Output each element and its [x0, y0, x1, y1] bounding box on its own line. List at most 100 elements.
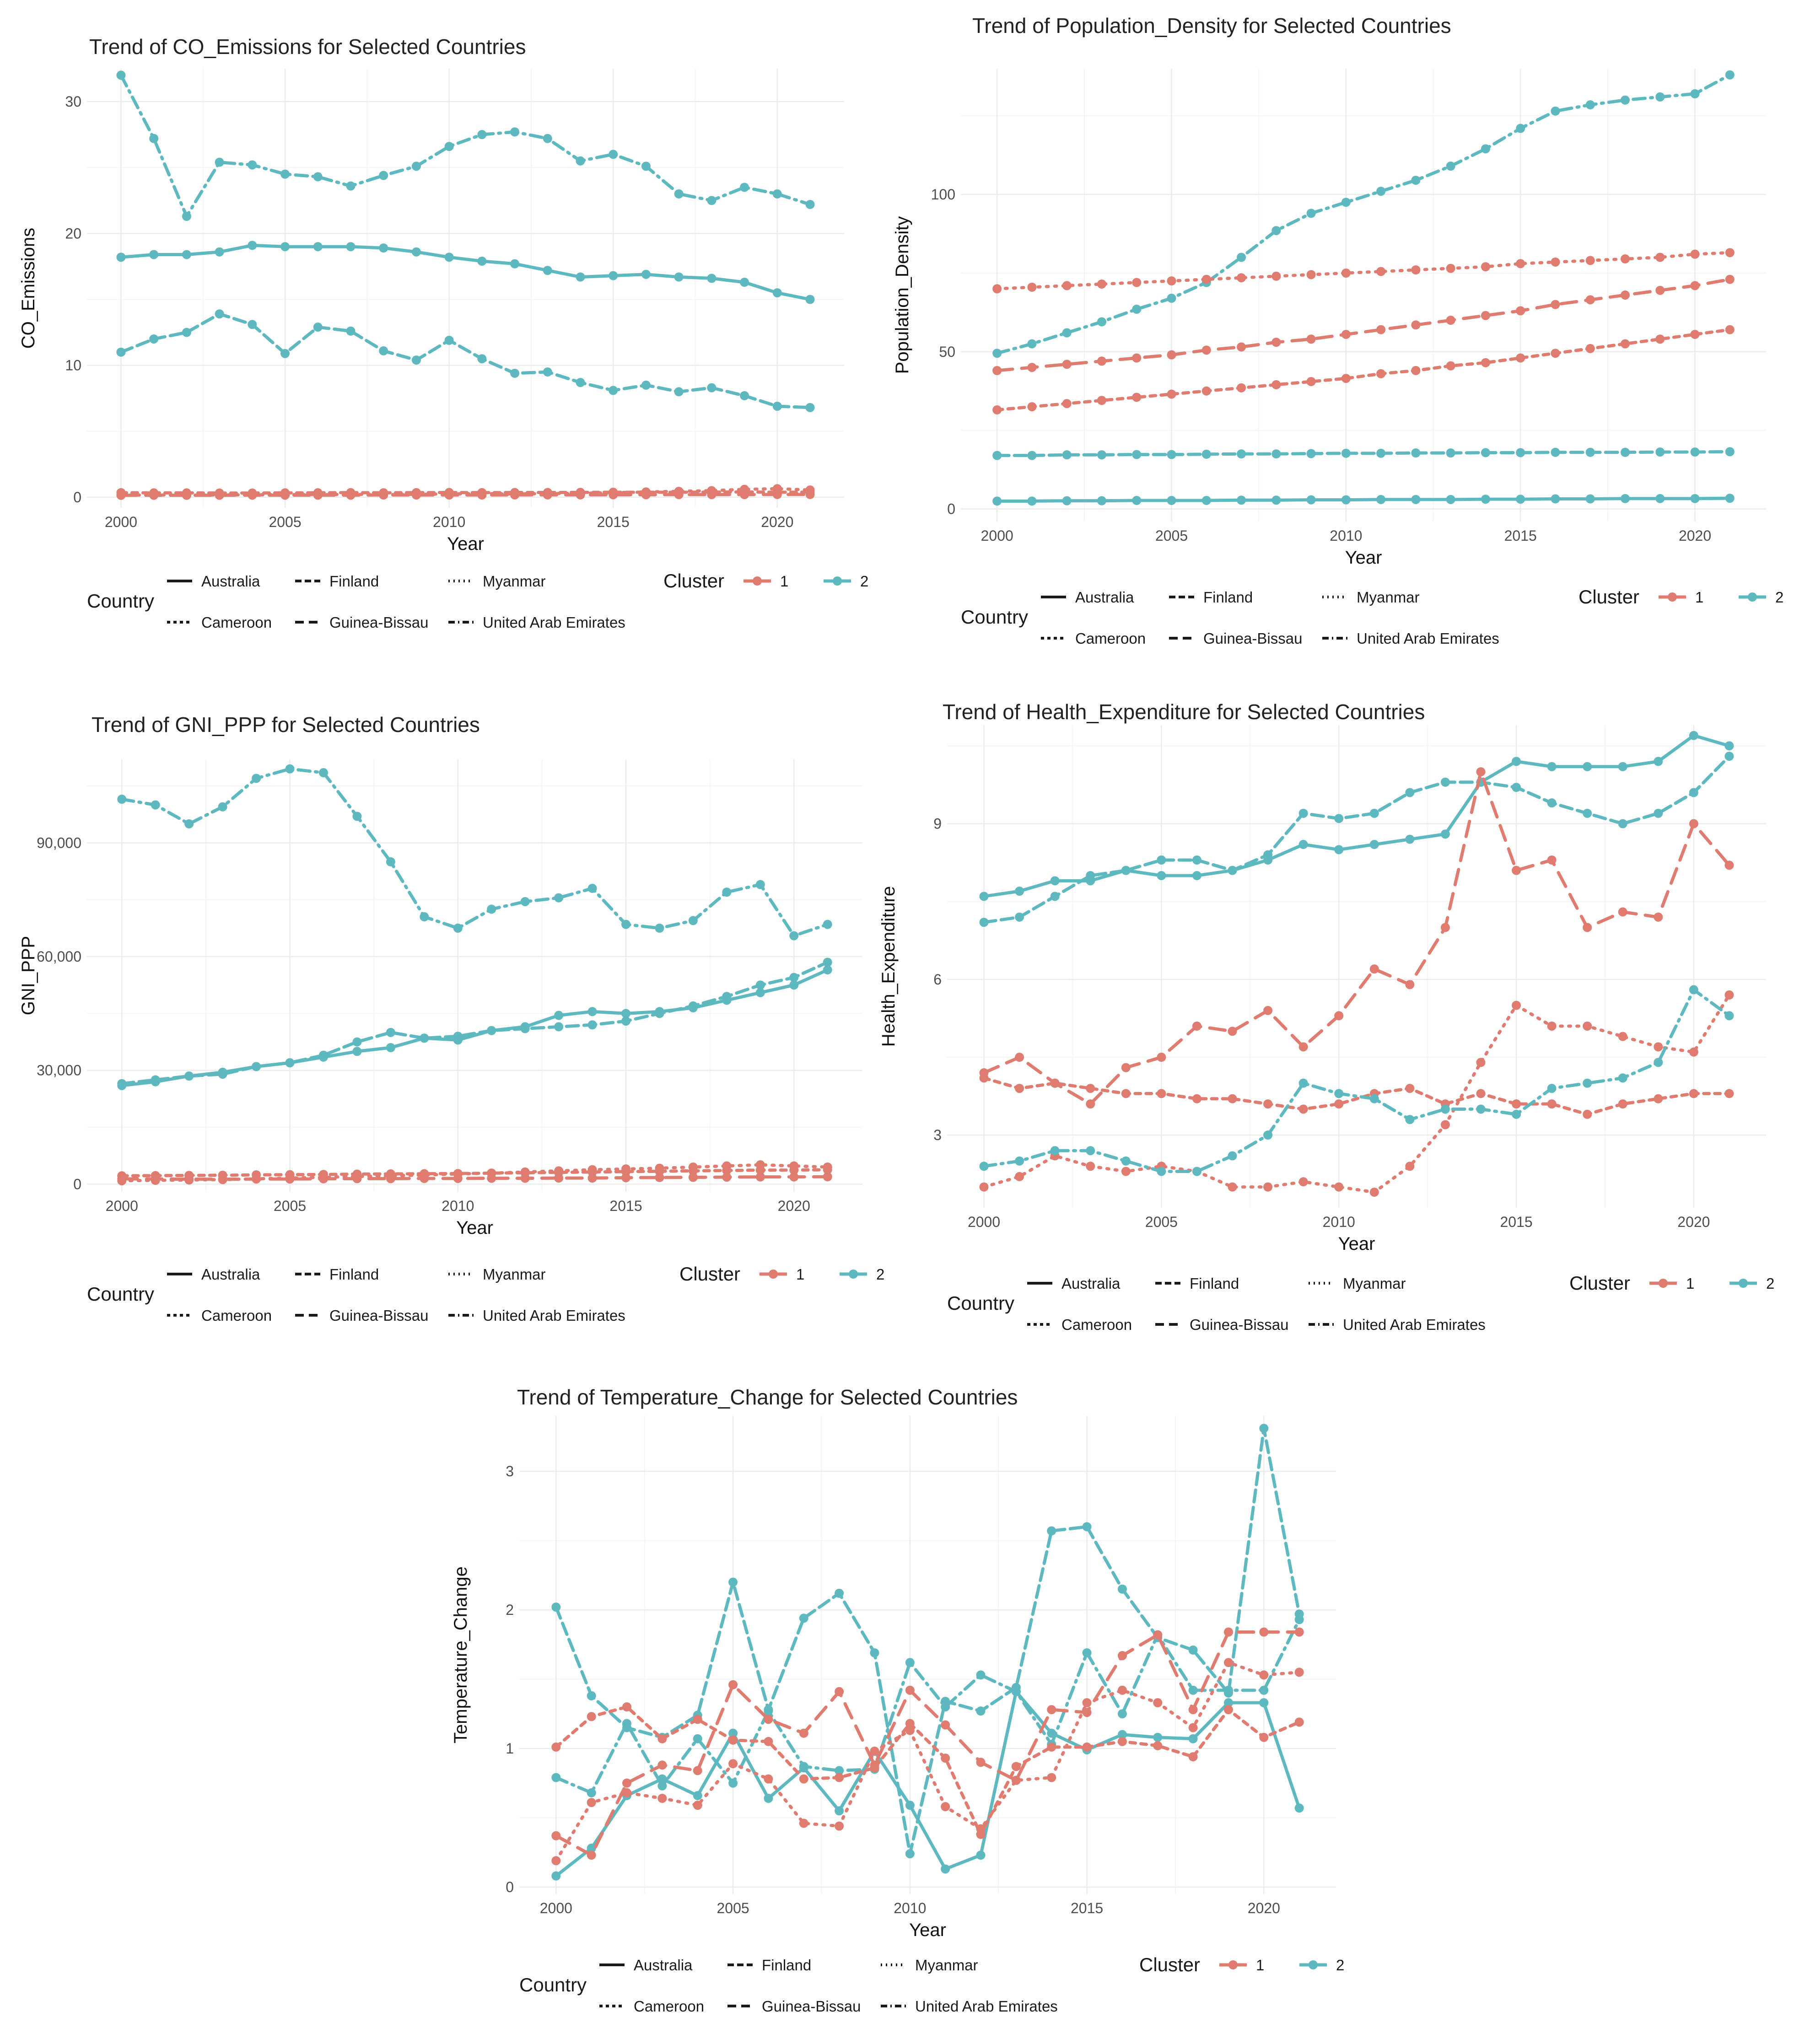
- data-point: [1689, 819, 1698, 828]
- data-point: [688, 916, 698, 925]
- data-point: [835, 1821, 844, 1831]
- data-point: [1341, 329, 1351, 339]
- data-point: [1228, 866, 1237, 875]
- data-point: [1551, 106, 1560, 116]
- data-point: [1132, 353, 1142, 363]
- series-line-australia: [120, 968, 830, 1087]
- data-point: [1086, 1099, 1095, 1109]
- data-point: [688, 1003, 698, 1012]
- x-tick-label: 2015: [609, 1198, 642, 1214]
- x-tick-label: 2000: [105, 514, 137, 530]
- data-point: [1188, 1723, 1198, 1732]
- data-point: [1117, 1685, 1127, 1695]
- data-point: [674, 490, 684, 500]
- series-line-guinea-bissau: [982, 770, 1731, 1106]
- x-tick-label: 2005: [269, 514, 301, 530]
- data-point: [1027, 282, 1037, 292]
- data-point: [1654, 912, 1663, 922]
- data-point: [1167, 276, 1176, 286]
- data-point: [313, 242, 323, 252]
- data-point: [1062, 360, 1072, 369]
- data-point: [554, 893, 564, 903]
- data-point: [1062, 328, 1072, 338]
- data-point: [554, 1173, 564, 1183]
- data-point: [551, 1871, 561, 1881]
- data-point: [1263, 1130, 1273, 1140]
- data-point: [543, 134, 552, 143]
- series-line-united-arab-emirates: [982, 988, 1731, 1173]
- data-point: [976, 1758, 986, 1767]
- data-point: [1512, 783, 1521, 792]
- data-point: [772, 189, 782, 199]
- data-point: [386, 1174, 395, 1183]
- x-tick-label: 2020: [778, 1198, 810, 1214]
- data-point: [318, 1052, 328, 1062]
- series-line-myanmar: [995, 251, 1732, 290]
- series-line-finland: [119, 312, 812, 409]
- data-point: [1228, 1094, 1237, 1103]
- data-point: [411, 355, 421, 365]
- legend-cluster-dot: [1659, 1279, 1668, 1288]
- data-point: [1263, 1099, 1273, 1109]
- data-point: [1405, 834, 1415, 844]
- data-point: [184, 1174, 194, 1184]
- chart-panel-5: 2000 2005 2010 2015 2020 0 1 2 3 Trend of Tempera…: [451, 1385, 1344, 2015]
- data-point: [554, 1022, 564, 1032]
- y-axis-title: GNI_PPP: [18, 936, 38, 1015]
- data-point: [248, 241, 257, 250]
- data-point: [1097, 450, 1106, 460]
- data-point: [411, 490, 421, 500]
- data-point: [386, 857, 395, 866]
- data-point: [1689, 985, 1698, 995]
- data-point: [477, 354, 487, 364]
- data-point: [510, 127, 520, 137]
- data-point: [1481, 358, 1490, 367]
- data-point: [1516, 124, 1525, 133]
- data-point: [1050, 1078, 1060, 1088]
- data-point: [453, 1035, 463, 1045]
- data-point: [1062, 450, 1072, 460]
- data-point: [1621, 339, 1630, 349]
- data-point: [1440, 829, 1450, 839]
- data-point: [1015, 1172, 1024, 1181]
- legend: Country Australia Finland Myanmar Cameroon Gu…: [947, 1272, 1774, 1333]
- legend-cluster-dot: [1309, 1960, 1318, 1969]
- data-point: [1086, 871, 1095, 880]
- data-point: [1082, 1522, 1092, 1532]
- data-point: [1476, 1089, 1486, 1098]
- series-line-finland: [554, 1426, 1301, 1856]
- data-point: [905, 1726, 915, 1735]
- data-point: [772, 489, 782, 499]
- data-point: [976, 1824, 986, 1834]
- data-point: [655, 1007, 664, 1017]
- data-point: [285, 1058, 295, 1068]
- data-point: [1188, 1734, 1198, 1743]
- data-point: [1585, 447, 1595, 457]
- data-point: [587, 1007, 597, 1017]
- data-point: [722, 1173, 732, 1182]
- legend-country-label: Cameroon: [634, 1998, 704, 2015]
- series-line-australia: [982, 734, 1731, 898]
- data-point: [1516, 259, 1525, 269]
- data-point: [1725, 447, 1735, 457]
- data-point: [280, 169, 290, 179]
- data-point: [1015, 1156, 1024, 1166]
- data-point: [1411, 265, 1421, 274]
- y-tick-label: 10: [65, 357, 81, 374]
- x-tick-label: 2005: [1145, 1214, 1178, 1230]
- data-point: [1201, 449, 1211, 459]
- data-point: [116, 347, 126, 357]
- data-point: [1062, 281, 1072, 290]
- data-point: [1551, 349, 1560, 358]
- data-point: [1725, 325, 1735, 334]
- series-line-guinea-bissau: [995, 278, 1732, 372]
- data-point: [992, 366, 1002, 375]
- legend-country-label: Guinea-Bissau: [329, 1307, 428, 1324]
- data-point: [789, 1172, 799, 1182]
- data-point: [1121, 866, 1131, 875]
- data-point: [1621, 290, 1630, 300]
- chart-title: Trend of Population_Density for Selected…: [972, 14, 1451, 38]
- data-point: [835, 1773, 844, 1782]
- data-point: [1015, 887, 1024, 896]
- data-point: [1481, 144, 1490, 154]
